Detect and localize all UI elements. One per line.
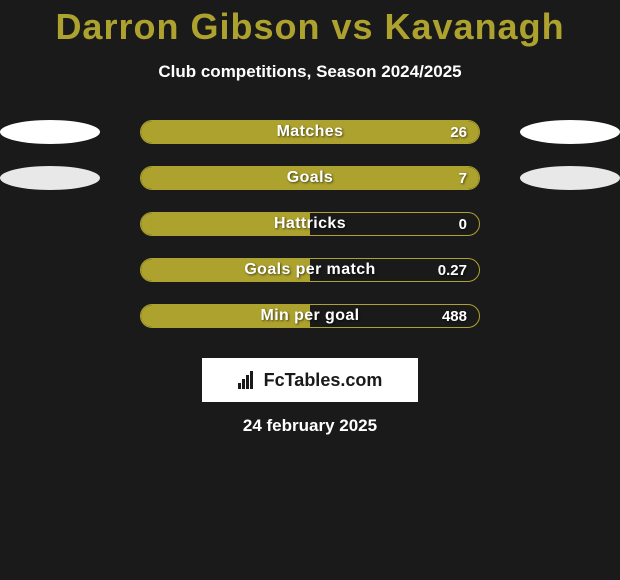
page-title: Darron Gibson vs Kavanagh [0, 6, 620, 48]
stat-label: Matches [141, 121, 479, 143]
stat-label: Goals [141, 167, 479, 189]
stat-row: Hattricks 0 [0, 212, 620, 236]
stat-row: Min per goal 488 [0, 304, 620, 328]
right-marker-icon [520, 166, 620, 190]
stat-label: Goals per match [141, 259, 479, 281]
stat-value: 0.27 [438, 259, 467, 281]
right-marker-icon [520, 120, 620, 144]
stat-bar: Min per goal 488 [140, 304, 480, 328]
stats-list: Matches 26 Goals 7 Hattricks 0 [0, 120, 620, 328]
stat-value: 0 [459, 213, 467, 235]
logo-text: FcTables.com [264, 370, 383, 391]
left-marker-icon [0, 166, 100, 190]
stat-value: 488 [442, 305, 467, 327]
comparison-card: Darron Gibson vs Kavanagh Club competiti… [0, 0, 620, 436]
stat-value: 7 [459, 167, 467, 189]
stat-bar: Goals 7 [140, 166, 480, 190]
chart-icon [238, 371, 260, 389]
stat-label: Min per goal [141, 305, 479, 327]
logo-box: FcTables.com [202, 358, 418, 402]
stat-row: Matches 26 [0, 120, 620, 144]
stat-bar: Matches 26 [140, 120, 480, 144]
date-label: 24 february 2025 [0, 416, 620, 436]
subtitle: Club competitions, Season 2024/2025 [0, 62, 620, 82]
stat-value: 26 [450, 121, 467, 143]
logo: FcTables.com [238, 370, 383, 391]
stat-bar: Goals per match 0.27 [140, 258, 480, 282]
stat-label: Hattricks [141, 213, 479, 235]
left-marker-icon [0, 120, 100, 144]
stat-row: Goals 7 [0, 166, 620, 190]
stat-bar: Hattricks 0 [140, 212, 480, 236]
stat-row: Goals per match 0.27 [0, 258, 620, 282]
